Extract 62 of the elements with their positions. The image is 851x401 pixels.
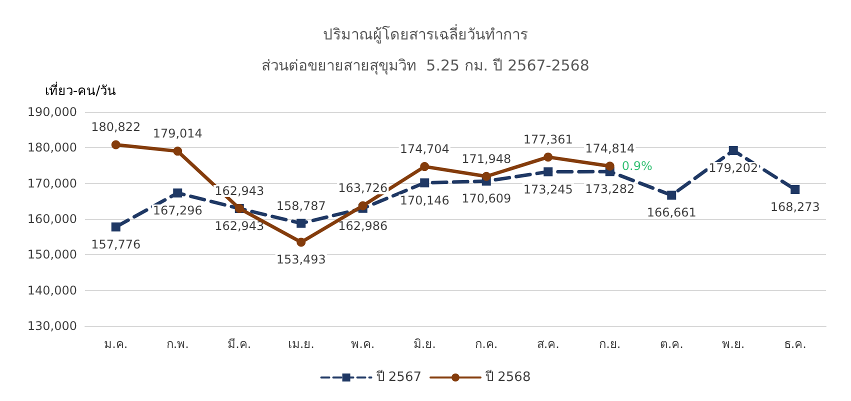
x-tick-label: ต.ค. (660, 337, 684, 351)
y-tick-label: 180,000 (27, 140, 77, 155)
data-label: 179,014 (152, 126, 202, 141)
x-tick-label: ก.ค. (475, 337, 498, 351)
data-label: 167,296 (152, 203, 202, 218)
point (420, 162, 430, 172)
point (790, 184, 800, 194)
x-tick-label: เม.ย. (288, 337, 314, 351)
point (544, 152, 553, 162)
point (111, 222, 120, 232)
data-label: 163,726 (338, 181, 388, 196)
data-label: 166,661 (646, 206, 696, 220)
data-label: 173,282 (585, 182, 635, 196)
x-tick-label: ก.พ. (166, 337, 189, 351)
point (358, 201, 368, 210)
data-label: 174,704 (400, 142, 450, 156)
data-label: 180,822 (91, 120, 141, 134)
data-label: 173,245 (523, 182, 573, 196)
data-label: 157,776 (91, 237, 141, 252)
data-label: 170,609 (462, 192, 512, 206)
x-tick-label: พ.ย. (722, 337, 745, 351)
y-tick-label: 190,000 (27, 105, 77, 119)
point (667, 190, 676, 200)
point (728, 146, 738, 156)
data-label: 177,361 (523, 132, 573, 147)
y-tick-label: 140,000 (27, 283, 77, 298)
point (296, 238, 306, 247)
data-label: 171,948 (462, 152, 512, 166)
y-tick-label: 150,000 (27, 248, 77, 262)
data-label: 174,814 (585, 142, 635, 156)
data-label: 162,986 (338, 218, 388, 233)
x-tick-label: พ.ค. (351, 337, 375, 351)
x-tick-label: มิ.ย. (413, 337, 436, 351)
data-label: 158,787 (276, 198, 326, 213)
point (605, 162, 614, 171)
x-tick-label: ส.ค. (536, 337, 560, 351)
point (544, 167, 553, 176)
y-tick-label: 160,000 (27, 212, 77, 226)
annotation: 0.9% (622, 159, 652, 174)
legend-label: ปี 2568 (484, 369, 531, 385)
chart-subtitle: ส่วนต่อขยายสายสุขุมวิท 5.25 กม. ปี 2567-2568 (262, 56, 590, 76)
chart-title: ปริมาณผู้โดยสารเฉลี่ยวันทำการ (323, 24, 528, 44)
x-tick-label: ม.ค. (104, 337, 128, 351)
point (173, 146, 182, 156)
x-tick-label: มี.ค. (228, 337, 252, 351)
x-tick-label: ก.ย. (599, 337, 621, 351)
data-label: 170,146 (400, 193, 450, 208)
point (482, 172, 491, 181)
point (420, 178, 430, 188)
data-label: 179,202 (708, 161, 758, 176)
data-label: 162,943 (214, 219, 264, 234)
x-tick-label: ธ.ค. (784, 337, 806, 351)
legend-label: ปี 2567 (375, 369, 422, 385)
y-tick-label: 170,000 (27, 176, 77, 190)
data-label: 153,493 (276, 252, 326, 267)
y-axis-title: เที่ยว-คน/วัน (45, 82, 116, 99)
y-tick-label: 130,000 (27, 319, 77, 333)
point (111, 140, 120, 150)
point (296, 218, 306, 228)
data-label: 168,273 (770, 200, 820, 214)
data-label: 162,943 (214, 184, 264, 198)
point (173, 188, 182, 198)
